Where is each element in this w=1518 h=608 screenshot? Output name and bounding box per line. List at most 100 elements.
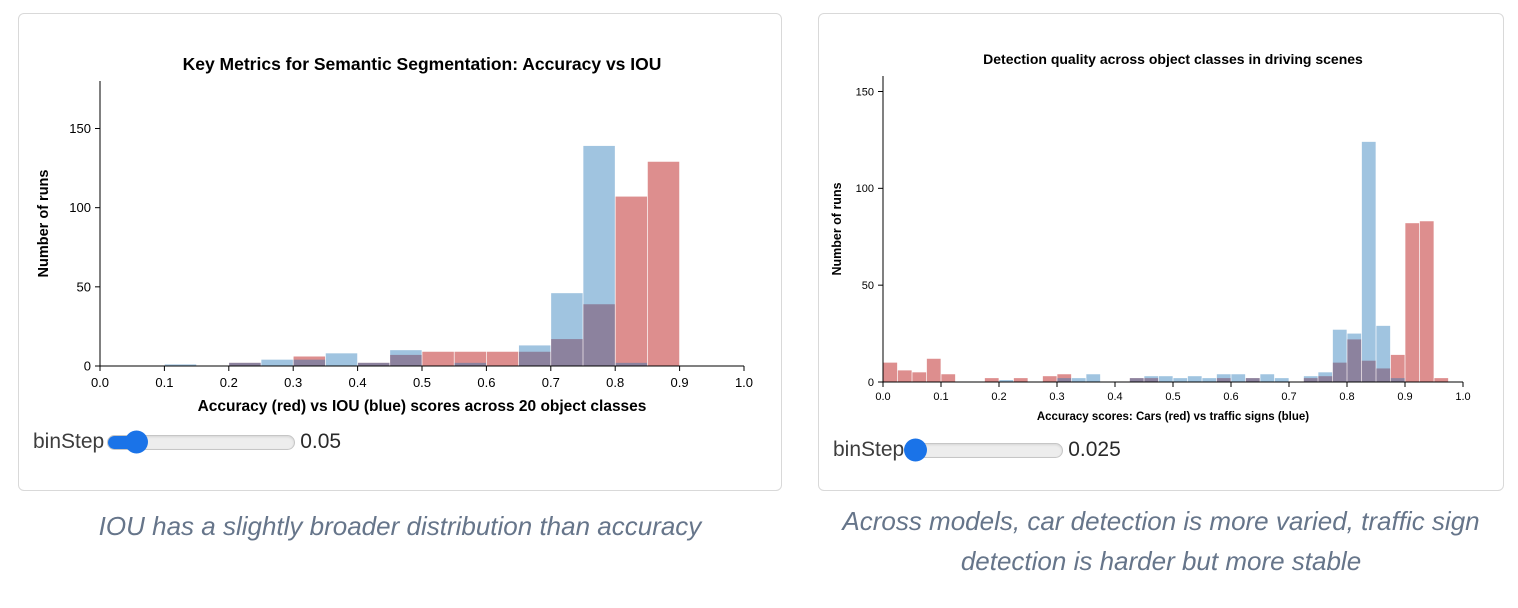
histogram-bar [1245,378,1260,382]
y-tick-label: 0 [84,359,91,374]
histogram-bar [1216,378,1231,382]
x-tick-label: 0.9 [1397,391,1412,403]
x-tick-label: 0.8 [606,375,624,390]
histogram-bar [941,374,956,382]
x-tick-label: 0.4 [1107,391,1122,403]
histogram-bar [518,351,551,366]
binstep-slider-label: binStep [33,430,105,453]
histogram-bar [1303,378,1318,382]
histogram-bar [357,362,390,366]
histogram-bar [1173,378,1188,382]
y-tick-label: 100 [856,183,874,195]
histogram-bar [1347,339,1362,382]
histogram-bar [897,370,912,382]
x-tick-label: 0.6 [477,375,495,390]
histogram-bar [1086,374,1101,382]
caption-right: Across models, car detection is more var… [842,506,1480,577]
histogram-bar [1057,374,1072,382]
histogram-bar [1318,372,1333,382]
histogram-bar [1245,378,1260,382]
x-tick-label: 0.3 [284,375,302,390]
histogram-bar [1332,362,1347,382]
x-tick-label: 0.5 [1165,391,1180,403]
histogram-bar [551,339,583,366]
histogram-bar [1042,376,1057,382]
histogram-bar [229,362,261,366]
x-tick-label: 0.0 [91,375,109,390]
chart-card-right: 0 50 100 150 0.0 0.1 0.2 0.3 0.4 0.5 0.6 0.7 0.8 0.9 1… [818,13,1504,491]
x-axis-title: Accuracy scores: Cars (red) vs traffic s… [1037,411,1309,423]
histogram-bar [1390,378,1405,382]
histogram-bar [1231,374,1246,382]
y-tick-label: 50 [77,279,91,294]
histogram-bar [293,356,326,366]
x-tick-label: 0.1 [155,375,173,390]
chart-title: Detection quality across object classes … [983,51,1363,67]
histogram-bar [164,364,197,366]
x-tick-label: 1.0 [1455,391,1470,403]
x-tick-label: 0.2 [220,375,238,390]
y-tick-label: 100 [69,200,91,215]
x-tick-label: 0.7 [542,375,560,390]
histogram-bar [926,358,941,382]
x-tick-label: 0.0 [875,391,890,403]
axis-domain [99,81,744,367]
binstep-slider-thumb[interactable] [125,430,149,454]
histogram-bar [1071,378,1086,382]
histogram-bar [1158,376,1173,382]
histogram-bar [390,354,422,366]
histogram-bar [883,362,898,382]
binstep-slider-track[interactable] [904,438,1064,462]
histogram-bar [357,362,390,366]
x-tick-label: 0.6 [1223,391,1238,403]
histogram-bar [999,380,1014,382]
x-tick-label: 0.7 [1281,391,1296,403]
axis-domain [882,76,1463,383]
histogram-bar [229,362,261,366]
histogram-bar [583,304,615,366]
y-tick-label: 0 [868,377,874,389]
chart-title: Key Metrics for Semantic Segmentation: A… [183,54,662,74]
histogram-bar [454,362,487,366]
histogram-bar [1434,378,1449,382]
histogram-bar [1318,376,1333,382]
binstep-slider-row-right: binStep 0.025 [833,438,1121,462]
binstep-slider-thumb[interactable] [904,438,928,462]
histogram-bar [486,351,519,366]
histogram-bar [1057,378,1072,382]
x-tick-label: 0.5 [413,375,431,390]
x-tick-label: 0.4 [349,375,367,390]
histogram-bar [1361,141,1376,382]
histogram-bar [1390,354,1405,382]
histogram-bar [583,145,615,366]
histogram-bar [1144,376,1159,382]
histogram-bar [1260,374,1275,382]
histogram-bar [1129,378,1144,382]
binstep-slider-row-left: binStep 0.05 [33,430,341,454]
binstep-slider-track[interactable] [107,430,296,454]
histogram-bar [293,359,326,366]
histogram-bar [1187,376,1202,382]
histogram-bar [1347,333,1362,382]
x-tick-label: 0.2 [991,391,1006,403]
histogram-bar [615,362,648,366]
histogram-bar [325,353,358,366]
chart-card-left: 0 50 100 150 0.0 0.1 0.2 0.3 0.4 0.5 0.6 0.7 0.8 0.9 1… [18,13,782,491]
histogram-bar [1376,368,1391,382]
histogram-bar [1144,378,1159,382]
histogram-bar [1419,221,1434,382]
x-tick-label: 0.3 [1049,391,1064,403]
y-tick-label: 50 [862,280,874,292]
histogram-bar [615,196,648,366]
x-axis-title: Accuracy (red) vs IOU (blue) scores acro… [198,398,647,415]
binstep-slider-label: binStep [833,438,905,461]
histogram-bar [390,350,422,366]
right-histogram-svg: 0 50 100 150 0.0 0.1 0.2 0.3 0.4 0.5 0.6 0.7 0.8 0.9 1… [830,51,1471,423]
y-tick-label: 150 [856,86,874,98]
histogram-bar [1405,223,1420,382]
histogram-bar [1216,374,1231,382]
histogram-bar [1303,376,1318,382]
histogram-bar [1013,378,1028,382]
x-tick-label: 0.1 [933,391,948,403]
binstep-slider-value: 0.025 [1068,438,1121,461]
